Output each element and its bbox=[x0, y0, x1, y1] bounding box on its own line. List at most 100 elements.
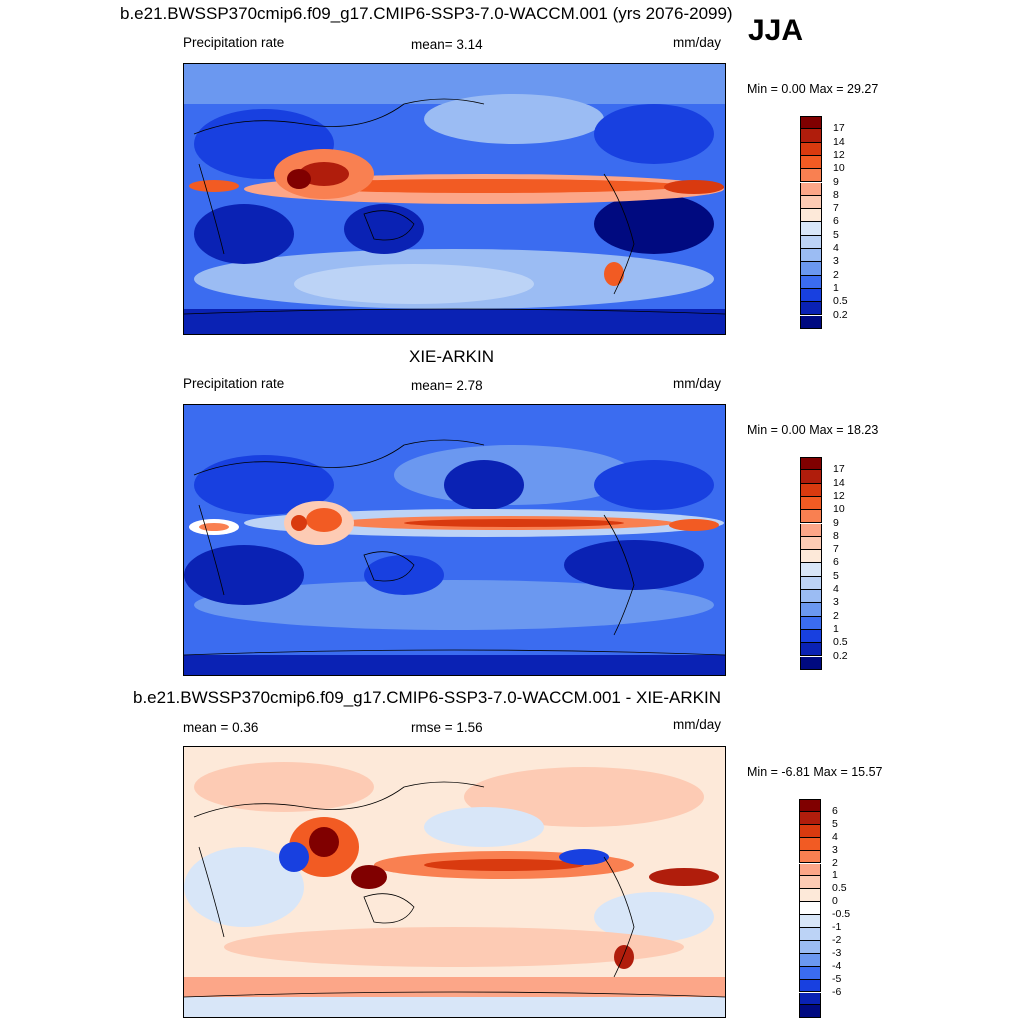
colorbar-swatch bbox=[799, 966, 821, 980]
colorbar-swatch bbox=[800, 643, 822, 657]
colorbar-swatch bbox=[799, 850, 821, 864]
colorbar-swatch bbox=[800, 656, 822, 670]
colorbar-label: -2 bbox=[832, 933, 842, 946]
colorbar-label: 2 bbox=[833, 268, 839, 281]
colorbar-label: 5 bbox=[832, 817, 838, 830]
colorbar-swatch bbox=[800, 576, 822, 590]
panel3-units: mm/day bbox=[673, 717, 722, 732]
colorbar-label: 12 bbox=[833, 489, 845, 502]
panel1-mean-label: mean= 3.14 bbox=[411, 37, 483, 52]
colorbar-label: 6 bbox=[833, 215, 839, 228]
panel2-mean-label: mean= 2.78 bbox=[411, 378, 483, 393]
colorbar-swatch bbox=[799, 1005, 821, 1019]
colorbar-swatch bbox=[799, 902, 821, 916]
panel3-rmse-label: rmse = 1.56 bbox=[411, 720, 483, 735]
colorbar-swatch bbox=[800, 483, 822, 497]
colorbar-swatch bbox=[799, 979, 821, 993]
colorbar-swatch bbox=[800, 302, 822, 316]
colorbar-swatch bbox=[800, 262, 822, 276]
panel3-minmax: Min = -6.81 Max = 15.57 bbox=[747, 765, 883, 779]
panel3-map bbox=[183, 746, 726, 1018]
colorbar-swatch bbox=[799, 876, 821, 890]
colorbar-swatch bbox=[799, 863, 821, 877]
colorbar-swatch bbox=[800, 536, 822, 551]
colorbar-label: 5 bbox=[833, 228, 839, 241]
colorbar-swatch bbox=[800, 195, 822, 210]
colorbar-label: 0.5 bbox=[833, 295, 848, 308]
colorbar-label: 0 bbox=[832, 895, 838, 908]
colorbar-label: 2 bbox=[833, 609, 839, 622]
colorbar-label: 17 bbox=[833, 122, 845, 135]
colorbar-swatch bbox=[799, 928, 821, 941]
colorbar-label: 14 bbox=[833, 476, 845, 489]
colorbar-swatch bbox=[800, 496, 822, 511]
colorbar-label: 7 bbox=[833, 543, 839, 556]
colorbar-swatch bbox=[800, 155, 822, 170]
panel2-title: XIE-ARKIN bbox=[409, 347, 495, 366]
colorbar-swatch bbox=[800, 142, 822, 156]
colorbar-swatch bbox=[800, 523, 822, 537]
colorbar-label: 0.2 bbox=[833, 308, 848, 321]
colorbar-swatch bbox=[800, 563, 822, 577]
colorbar-swatch bbox=[800, 616, 822, 630]
colorbar-label: 5 bbox=[833, 569, 839, 582]
colorbar-swatch bbox=[800, 603, 822, 617]
colorbar-label: 4 bbox=[832, 830, 838, 843]
colorbar-swatch bbox=[800, 222, 822, 236]
colorbar-swatch bbox=[799, 953, 821, 967]
colorbar-label: 0.5 bbox=[832, 882, 847, 895]
colorbar-label: 0.2 bbox=[833, 649, 848, 662]
colorbar-swatch bbox=[799, 889, 821, 903]
colorbar-label: -1 bbox=[832, 921, 842, 933]
panel1-map bbox=[183, 63, 726, 335]
colorbar-label: 8 bbox=[833, 529, 839, 542]
colorbar-label: 3 bbox=[833, 596, 839, 609]
colorbar-label: 1 bbox=[833, 281, 839, 294]
panel2-variable-label: Precipitation rate bbox=[183, 376, 285, 391]
colorbar-swatch bbox=[800, 129, 822, 143]
colorbar-swatch bbox=[800, 315, 822, 329]
colorbar-label: 17 bbox=[833, 463, 845, 476]
panel3-mean-label: mean = 0.36 bbox=[183, 720, 259, 735]
panel3-title: b.e21.BWSSP370cmip6.f09_g17.CMIP6-SSP3-7… bbox=[133, 688, 721, 707]
colorbar-label: 4 bbox=[833, 242, 839, 254]
colorbar-swatch bbox=[800, 275, 822, 289]
colorbar-label: 10 bbox=[833, 503, 845, 516]
colorbar-label: 6 bbox=[832, 804, 838, 817]
colorbar-label: -4 bbox=[832, 959, 842, 972]
colorbar-swatch bbox=[799, 837, 821, 851]
panel1-units: mm/day bbox=[673, 35, 722, 50]
season-label: JJA bbox=[748, 14, 804, 47]
colorbar-swatch bbox=[800, 629, 822, 644]
colorbar-swatch bbox=[800, 590, 822, 604]
colorbar-swatch bbox=[800, 169, 822, 183]
colorbar-label: -6 bbox=[832, 985, 842, 998]
colorbar-swatch bbox=[799, 799, 821, 812]
colorbar-label: 10 bbox=[833, 162, 845, 175]
colorbar-label: 9 bbox=[833, 175, 839, 188]
colorbar-label: 7 bbox=[833, 202, 839, 215]
colorbar-swatch bbox=[799, 824, 821, 838]
colorbar-label: 1 bbox=[833, 622, 839, 635]
colorbar-swatch bbox=[800, 235, 822, 249]
colorbar-swatch bbox=[799, 915, 821, 928]
colorbar-label: 4 bbox=[833, 583, 839, 595]
panel1-variable-label: Precipitation rate bbox=[183, 35, 285, 50]
colorbar-swatch bbox=[800, 209, 822, 223]
colorbar-swatch bbox=[799, 992, 821, 1006]
panel1-title: b.e21.BWSSP370cmip6.f09_g17.CMIP6-SSP3-7… bbox=[120, 4, 733, 23]
colorbar-label: -3 bbox=[832, 946, 842, 959]
colorbar-label: 2 bbox=[832, 856, 838, 869]
colorbar-swatch bbox=[799, 811, 821, 825]
colorbar-label: -0.5 bbox=[832, 908, 851, 921]
colorbar-swatch bbox=[800, 470, 822, 484]
colorbar-swatch bbox=[800, 116, 822, 130]
colorbar-swatch bbox=[800, 510, 822, 524]
colorbar-swatch bbox=[800, 457, 822, 471]
colorbar-swatch bbox=[800, 182, 822, 196]
panel2-units: mm/day bbox=[673, 376, 722, 391]
colorbar-label: 14 bbox=[833, 135, 845, 148]
colorbar-label: 9 bbox=[833, 516, 839, 529]
panel2-minmax: Min = 0.00 Max = 18.23 bbox=[747, 423, 879, 437]
colorbar-label: 12 bbox=[833, 148, 845, 161]
